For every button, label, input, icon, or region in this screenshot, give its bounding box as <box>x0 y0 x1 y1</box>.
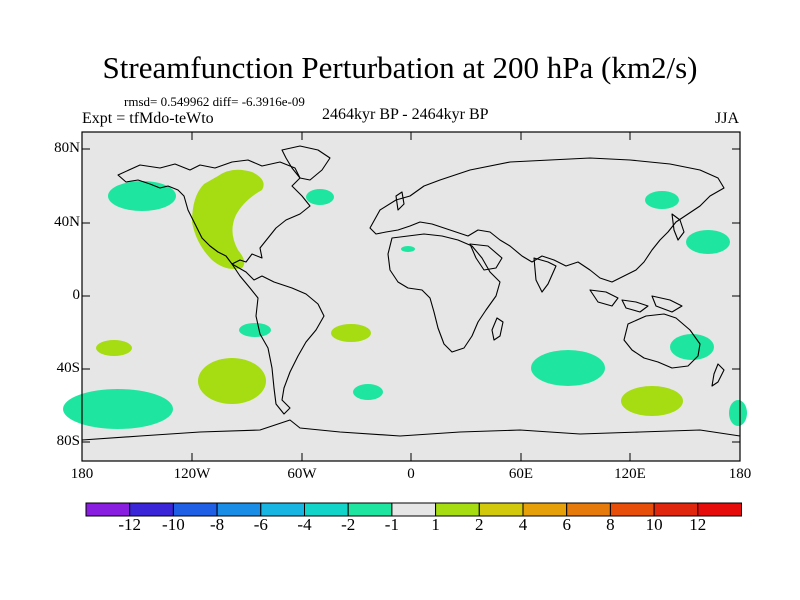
colorbar-tick-label: 8 <box>606 515 615 534</box>
lon-tick-label: 60E <box>508 466 534 482</box>
lat-tick-label: 80S <box>56 433 80 449</box>
coastline-north-america <box>117 159 311 265</box>
coastline-maritime-asia <box>589 289 683 313</box>
coastline-arabia <box>469 243 503 271</box>
anomaly-patch <box>686 230 730 254</box>
colorbar-tick-label: 10 <box>645 515 663 534</box>
colorbar-tick-label: -8 <box>210 515 225 534</box>
colorbar-tick-label: -10 <box>162 515 185 534</box>
map-title: Streamfunction Perturbation at 200 hPa (… <box>102 50 698 85</box>
colorbar-tick-label: 4 <box>518 515 528 534</box>
lon-tick-label: 180 <box>728 466 752 482</box>
coastline-australia <box>623 313 701 369</box>
coastline-antarctica <box>81 419 741 441</box>
coastline-south-america <box>231 263 325 415</box>
lon-tick-label: 0 <box>407 466 415 482</box>
colorbar-tick-label: 6 <box>562 515 571 534</box>
lon-tick-label: 180 <box>70 466 94 482</box>
experiment-label: Expt = tfMdo-teWto <box>82 110 214 127</box>
negative-anomaly-regions <box>63 181 747 429</box>
anomaly-patch <box>108 181 176 211</box>
colorbar-swatch <box>697 502 742 517</box>
coastline-greenland <box>281 145 331 181</box>
anomaly-patch <box>306 189 334 205</box>
colorbar-tick-label: -1 <box>384 515 399 534</box>
lat-tick-label: 0 <box>72 287 81 303</box>
colorbar-tick-label: 12 <box>689 515 707 534</box>
axis-ticks <box>82 132 740 461</box>
anomaly-patch <box>239 323 271 337</box>
coastline-india <box>533 257 557 293</box>
period-label: 2464kyr BP - 2464kyr BP <box>322 106 489 123</box>
anomaly-patch <box>621 386 683 416</box>
coastline-new-zealand <box>711 363 725 387</box>
coastline-africa <box>387 233 501 353</box>
colorbar-tick-label: -2 <box>341 515 356 534</box>
colorbar-tick-label: -12 <box>118 515 142 534</box>
colorbar-tick-label: 1 <box>431 515 440 534</box>
anomaly-patch <box>63 389 173 429</box>
lat-tick-label: 40S <box>56 360 80 376</box>
lat-tick-label: 40N <box>54 214 80 230</box>
season-label: JJA <box>715 110 740 127</box>
lon-tick-label: 120E <box>614 466 646 482</box>
lat-tick-label: 80N <box>54 140 80 156</box>
coastlines <box>81 145 741 441</box>
anomaly-patch <box>531 350 605 386</box>
anomaly-patch <box>96 340 132 356</box>
anomaly-patch <box>401 246 415 252</box>
positive-anomaly-regions <box>96 169 683 416</box>
anomaly-patch <box>729 400 747 426</box>
lon-tick-label: 120W <box>173 466 211 482</box>
colorbar-tick-label: 2 <box>475 515 484 534</box>
colorbar-tick-label: -6 <box>253 515 268 534</box>
coastline-uk <box>395 191 405 211</box>
anomaly-patch <box>198 358 266 404</box>
coastline-japan <box>671 213 685 241</box>
anomaly-patch <box>331 324 371 342</box>
coastline-madagascar <box>491 317 504 341</box>
lon-tick-label: 60W <box>287 466 317 482</box>
coastline-eurasia <box>369 157 725 283</box>
anomaly-patch <box>353 384 383 400</box>
colorbar-tick-label: -4 <box>297 515 312 534</box>
rmsd-diff-stats: rmsd= 0.549962 diff= -6.3916e-09 <box>124 94 305 109</box>
anomaly-patch <box>670 334 714 360</box>
anomaly-patch <box>192 169 264 269</box>
anomaly-patch <box>645 191 679 209</box>
